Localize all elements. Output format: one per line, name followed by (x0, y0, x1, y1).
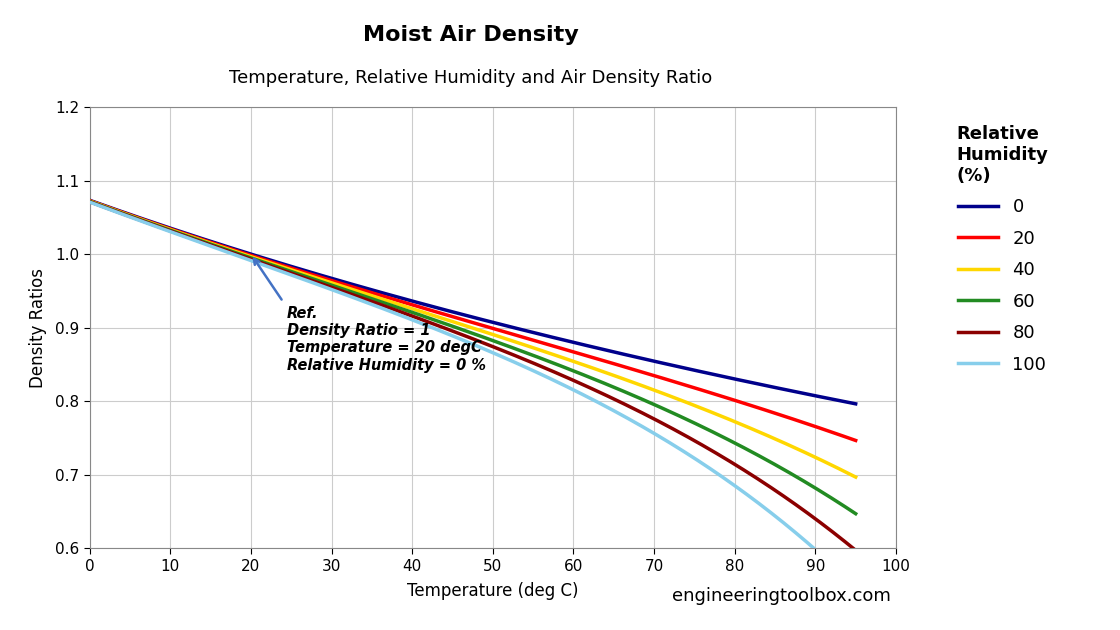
100 (539, 372, 552, 380)
40 (711, 411, 725, 418)
60 (711, 430, 725, 438)
Text: Temperature, Relative Humidity and Air Density Ratio: Temperature, Relative Humidity and Air D… (228, 69, 712, 88)
0 (711, 372, 725, 379)
60 (831, 498, 844, 505)
20 (539, 340, 552, 348)
0 (497, 321, 511, 329)
100 (83, 198, 96, 206)
100 (451, 335, 465, 342)
100 (849, 583, 862, 591)
Text: Ref.
Density Ratio = 1
Temperature = 20 degC
Relative Humidity = 0 %: Ref. Density Ratio = 1 Temperature = 20 … (287, 306, 486, 373)
0 (539, 332, 552, 340)
40 (451, 319, 465, 327)
Line: 0: 0 (90, 200, 856, 404)
Line: 80: 80 (90, 202, 856, 551)
60 (451, 324, 465, 332)
20 (83, 197, 96, 204)
20 (849, 437, 862, 444)
80 (849, 547, 862, 554)
Line: 60: 60 (90, 202, 856, 513)
80 (451, 329, 465, 337)
80 (711, 450, 725, 458)
0 (849, 400, 862, 408)
Y-axis label: Density Ratios: Density Ratios (29, 268, 47, 387)
Text: Moist Air Density: Moist Air Density (363, 25, 578, 45)
0 (83, 197, 96, 204)
Line: 20: 20 (90, 200, 856, 440)
40 (831, 464, 844, 472)
100 (711, 470, 725, 478)
80 (539, 365, 552, 372)
40 (539, 348, 552, 356)
60 (447, 323, 460, 330)
100 (497, 354, 511, 362)
20 (497, 328, 511, 336)
X-axis label: Temperature (deg C): Temperature (deg C) (407, 582, 579, 600)
Line: 40: 40 (90, 201, 856, 477)
100 (831, 566, 844, 573)
80 (831, 532, 844, 539)
0 (831, 396, 844, 404)
40 (497, 335, 511, 342)
0 (447, 308, 460, 316)
20 (831, 430, 844, 438)
80 (447, 328, 460, 335)
60 (497, 341, 511, 348)
Text: engineeringtoolbox.com: engineeringtoolbox.com (672, 587, 890, 605)
20 (451, 314, 465, 322)
80 (83, 198, 96, 205)
20 (447, 313, 460, 321)
40 (447, 318, 460, 326)
Legend: 0, 20, 40, 60, 80, 100: 0, 20, 40, 60, 80, 100 (956, 125, 1048, 374)
0 (451, 309, 465, 317)
60 (849, 510, 862, 517)
100 (447, 333, 460, 340)
60 (83, 198, 96, 205)
20 (711, 391, 725, 399)
60 (539, 357, 552, 364)
40 (83, 197, 96, 205)
Line: 100: 100 (90, 202, 856, 587)
40 (849, 473, 862, 481)
80 (497, 347, 511, 355)
